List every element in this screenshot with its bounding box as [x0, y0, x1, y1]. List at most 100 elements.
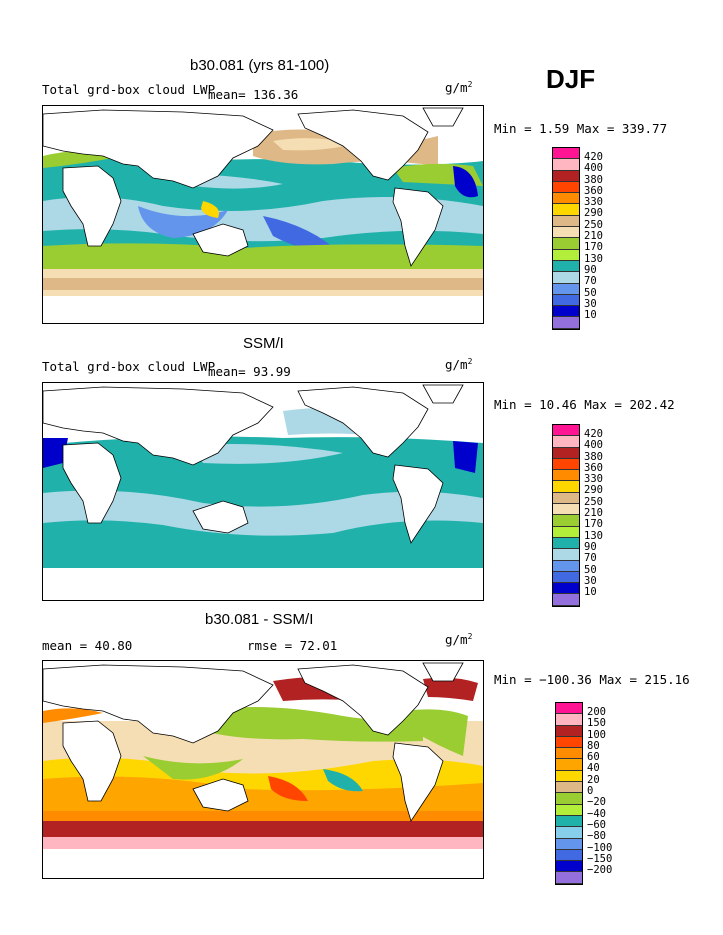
panel2-cbar-swatch — [553, 515, 579, 527]
cbar-label: 0 — [587, 785, 594, 798]
panel3-cbar-swatch — [556, 770, 582, 783]
panel1-map — [42, 105, 484, 324]
cbar-label: −200 — [587, 864, 613, 877]
cbar-label: 10 — [584, 309, 597, 322]
panel2-cbar-swatch — [553, 447, 579, 459]
panel1-cbar-swatch — [553, 215, 579, 228]
panel3-cbar-swatch — [556, 725, 582, 737]
panel3-field-red-a — [268, 776, 308, 801]
panel1-colorbar — [552, 147, 580, 330]
cbar-label: 170 — [584, 518, 603, 531]
panel2-cbar-swatch — [553, 481, 579, 493]
panel2-colorbar — [552, 424, 580, 607]
panel1-cbar-swatch — [553, 249, 579, 261]
panel2-cbar-swatch — [553, 504, 579, 516]
panel3-cbar-swatch — [556, 838, 582, 850]
panel3-field-green-npac — [203, 707, 423, 742]
cbar-label: 360 — [584, 461, 603, 474]
panel2-cbar-swatch — [553, 526, 579, 538]
panel3-band-darkred — [43, 821, 483, 837]
panel2-colorbar-labels: 420 400 380 360 330 290 250 210 170 130 … — [584, 428, 603, 598]
panel2-title: SSM/I — [243, 335, 284, 352]
panel1-variable: Total grd-box cloud LWP — [42, 82, 216, 97]
panel3-cbar-swatch — [556, 861, 582, 873]
panel2-field-lightblue-b — [193, 444, 343, 464]
cbar-label: 360 — [584, 184, 603, 197]
panel3-cbar-swatch — [556, 849, 582, 862]
panel1-mean-value: 136.36 — [253, 87, 299, 102]
panel2-map-svg — [43, 384, 483, 600]
panel3-cbar-swatch — [556, 793, 582, 805]
panel2-mean-value: 93.99 — [253, 364, 291, 379]
panel3-colorbar — [555, 702, 583, 885]
panel3-field-darkred-natl — [423, 677, 478, 701]
cbar-label: 20 — [587, 773, 600, 786]
cbar-label: 70 — [584, 552, 597, 565]
panel3-cbar-swatch — [556, 759, 582, 771]
panel2-cbar-swatch — [553, 560, 579, 572]
panel1-map-svg — [43, 107, 483, 296]
panel1-minmax: Min = 1.59 Max = 339.77 — [494, 121, 668, 136]
panel1-band-sh-wheat2 — [43, 290, 483, 296]
panel1-cbar-swatch — [553, 204, 579, 216]
panel1-cbar-swatch — [553, 148, 579, 160]
panel3-band-pink — [43, 837, 483, 849]
panel2-units: g/m2 — [445, 357, 473, 373]
cbar-label: −20 — [587, 796, 606, 809]
panel1-cbar-swatch — [553, 260, 579, 273]
cbar-label: 50 — [584, 286, 597, 299]
panel3-units: g/m2 — [445, 632, 473, 648]
panel3-cbar-swatch — [556, 827, 582, 839]
panel2-map — [42, 382, 484, 601]
panel1-cbar-swatch — [553, 227, 579, 239]
panel2-cbar-swatch — [553, 583, 579, 595]
panel1-field-yellow — [201, 201, 219, 218]
cbar-label: 420 — [584, 428, 603, 440]
cbar-label: 400 — [584, 439, 603, 452]
panel1-field-lightblue — [43, 197, 483, 242]
panel3-cbar-swatch — [556, 815, 582, 828]
panel2-field-lightblue — [43, 490, 483, 536]
panel3-cbar-swatch — [556, 804, 582, 816]
panel3-cbar-swatch — [556, 782, 582, 794]
panel1-cbar-swatch — [553, 272, 579, 284]
cbar-label: 210 — [584, 230, 603, 243]
panel2-cbar-swatch — [553, 458, 579, 471]
panel1-cbar-swatch — [553, 170, 579, 182]
panel3-field-teal — [323, 769, 363, 792]
panel3-continents — [43, 662, 464, 822]
panel1-field-natl-darkblue — [453, 166, 478, 198]
panel1-band-sh-green — [43, 256, 483, 272]
panel3-map — [42, 660, 484, 879]
panel1-cbar-swatch — [553, 306, 579, 318]
cbar-label: −60 — [587, 818, 606, 831]
cbar-label: 420 — [584, 151, 603, 163]
panel2-field-darkblue-w — [43, 438, 68, 468]
cbar-label: 90 — [584, 263, 597, 276]
cbar-label: 130 — [584, 529, 603, 542]
panel1-colorbar-labels: 420 400 380 360 330 290 250 210 170 130 … — [584, 151, 603, 322]
cbar-label: −40 — [587, 807, 606, 820]
panel3-cbar-swatch — [556, 872, 582, 884]
panel1-field-green-band — [43, 243, 483, 258]
panel2-cbar-swatch — [553, 470, 579, 482]
cbar-label: 200 — [587, 706, 606, 718]
panel2-cbar-swatch — [553, 549, 579, 561]
panel3-field-orange — [43, 776, 483, 811]
cbar-label: 90 — [584, 540, 597, 553]
cbar-label: 250 — [584, 495, 603, 508]
panel1-cbar-swatch — [553, 238, 579, 250]
cbar-label: −100 — [587, 841, 613, 854]
cbar-label: 250 — [584, 218, 603, 231]
panel2-field-ocean — [43, 436, 483, 568]
panel1-cbar-swatch — [553, 159, 579, 171]
panel1-mean-label: mean= 136.36 — [208, 87, 299, 102]
panel3-mean: mean = 40.80 — [42, 638, 133, 653]
panel2-minmax: Min = 10.46 Max = 202.42 — [494, 397, 675, 412]
cbar-label: 380 — [584, 173, 603, 186]
cbar-label: 400 — [584, 162, 603, 175]
panel1-cbar-swatch — [553, 283, 579, 295]
cbar-label: 30 — [584, 574, 597, 587]
panel1-cbar-swatch — [553, 317, 579, 329]
panel1-cbar-swatch — [553, 193, 579, 205]
